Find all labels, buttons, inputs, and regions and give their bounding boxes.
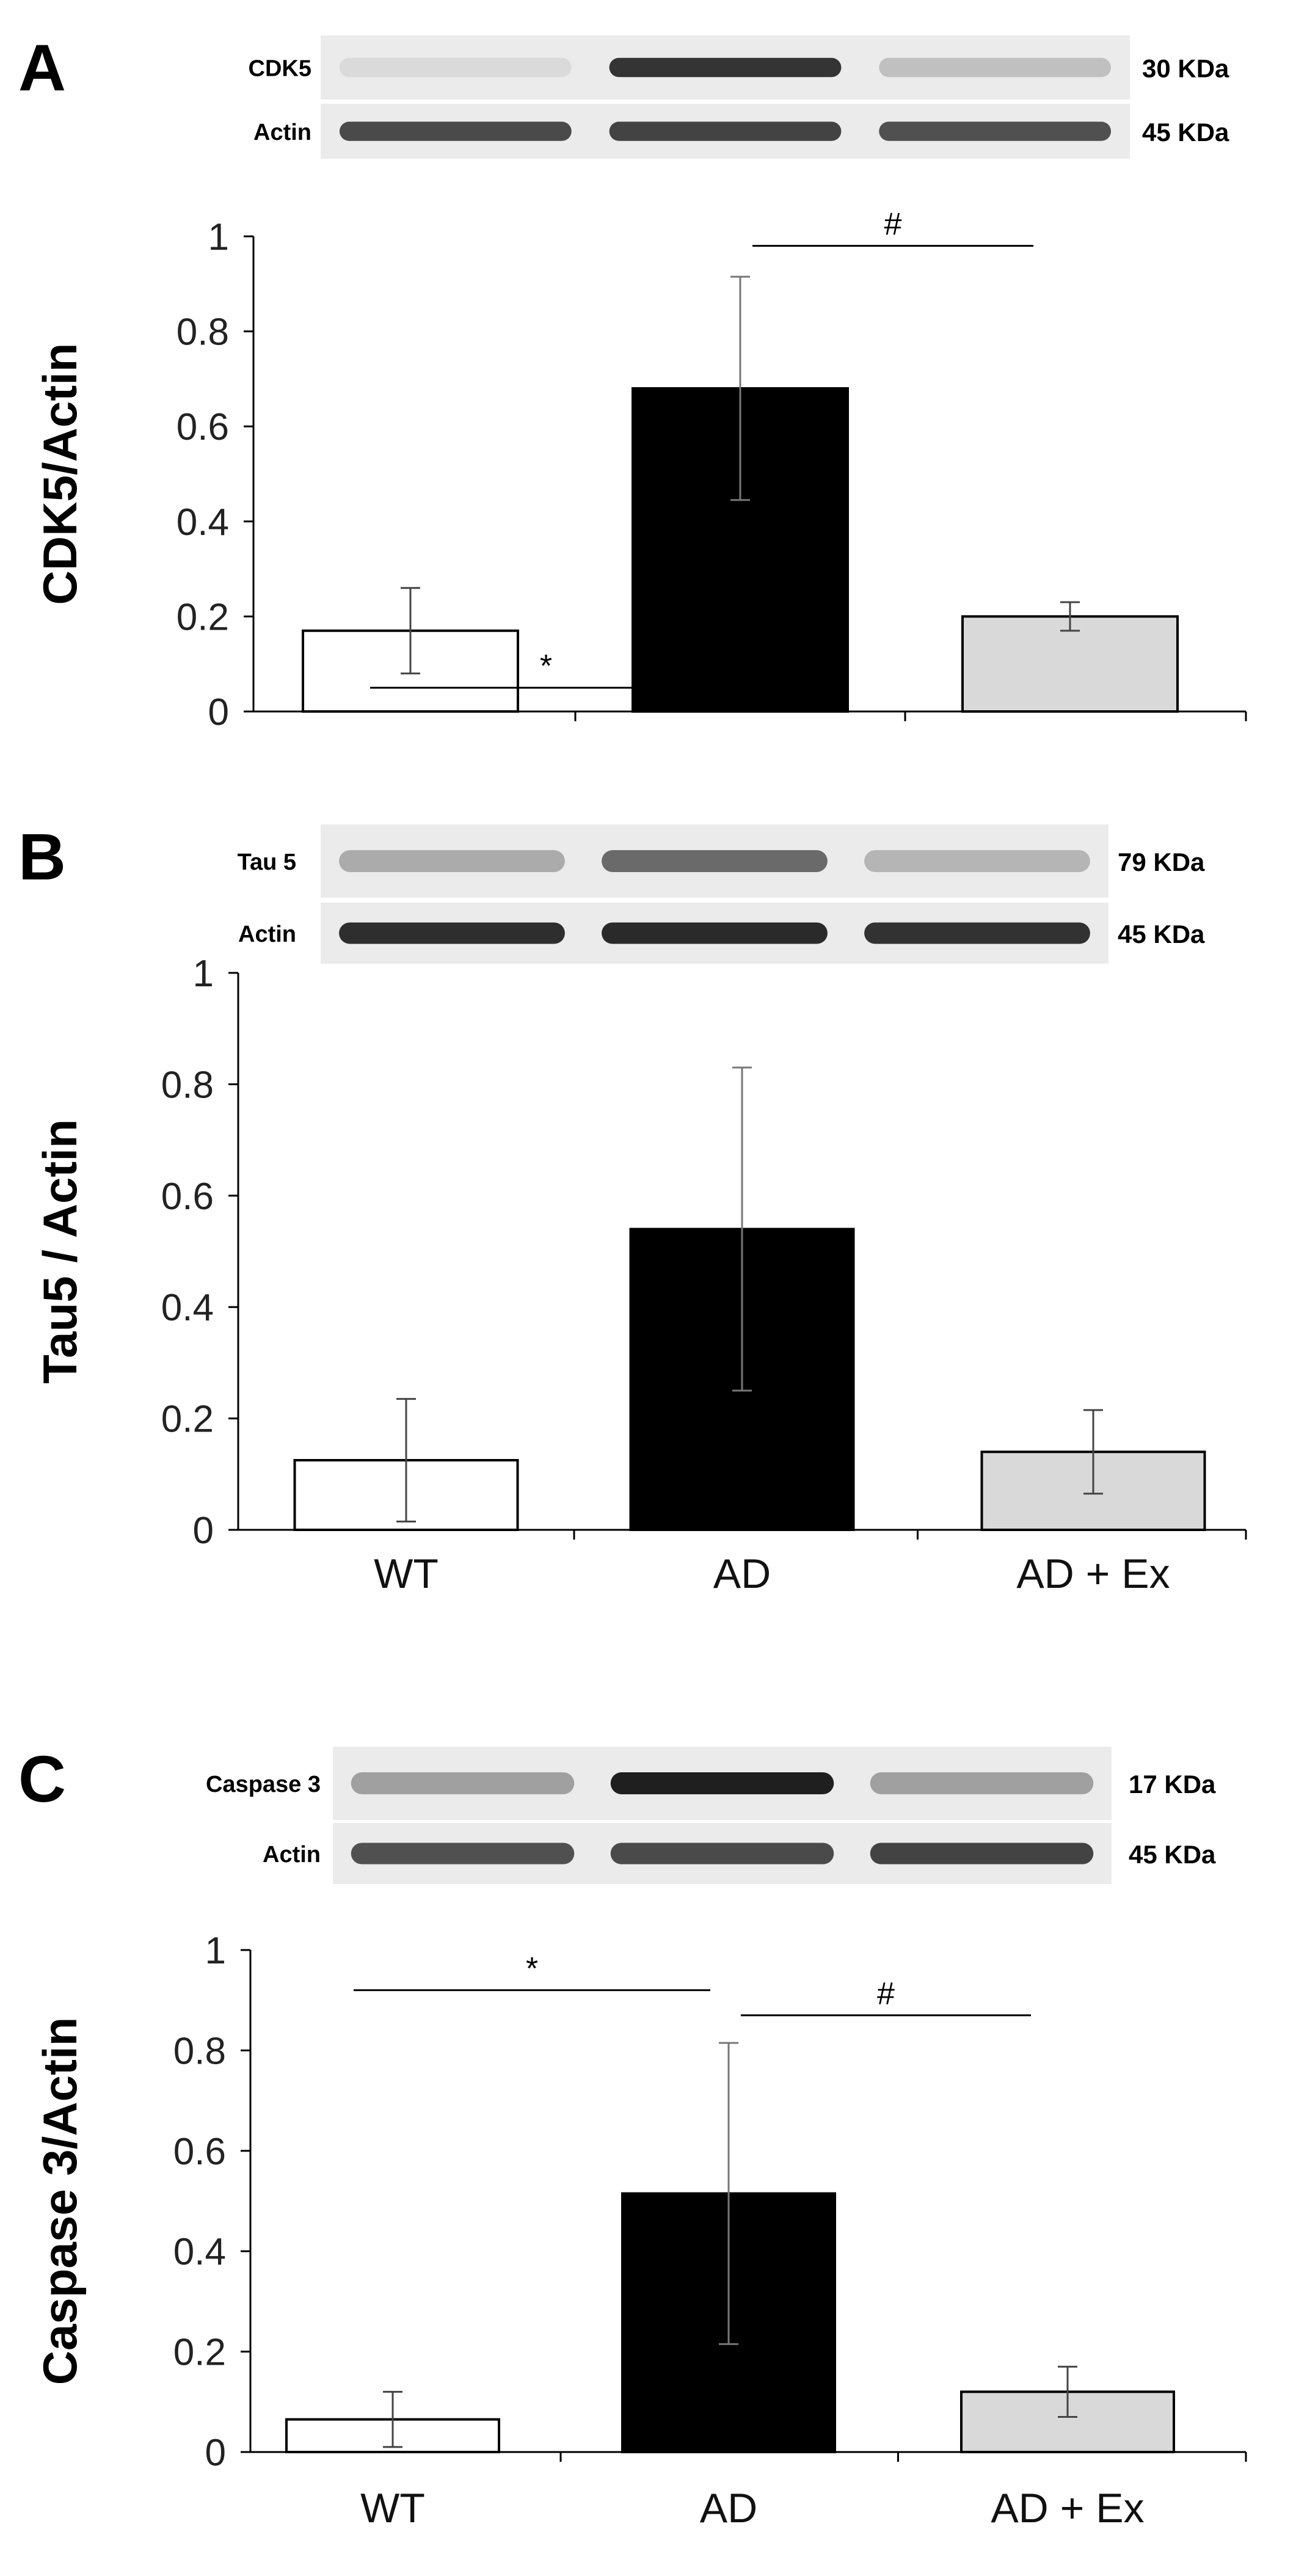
- panel-letter: B: [18, 820, 66, 893]
- x-tick-label: AD: [713, 1551, 771, 1597]
- panel-b: B Tau 5 79 KDa Actin 45 KDa 0 0.2 0.4 0.6 0.8 1 Tau…: [18, 820, 1247, 1597]
- y-axis-label: Tau5 / Actin: [33, 1119, 87, 1383]
- y-tick-label: 0: [208, 691, 229, 733]
- x-tick-label: WT: [360, 2485, 425, 2531]
- blot-band: [609, 57, 842, 78]
- significance-marker: *: [540, 649, 552, 684]
- blot-band: [870, 1843, 1094, 1865]
- blot-band: [602, 922, 828, 944]
- y-axis-label: CDK5/Actin: [33, 343, 87, 605]
- y-tick-label: 0.2: [161, 1399, 214, 1441]
- blot-label: CDK5: [249, 56, 311, 82]
- blot-band: [879, 57, 1112, 78]
- blot-band: [864, 922, 1090, 944]
- y-tick-label: 0.2: [177, 596, 229, 638]
- blot-band: [339, 850, 565, 872]
- y-tick-label: 0.8: [177, 311, 229, 354]
- y-axis-label: Caspase 3/Actin: [33, 2017, 87, 2385]
- significance-marker: *: [526, 1951, 538, 1987]
- y-tick-label: 0: [193, 1510, 214, 1552]
- y-tick-label: 0.6: [177, 406, 229, 448]
- blot-label: Actin: [263, 1842, 321, 1868]
- bar-chart: 0 0.2 0.4 0.6 0.8 1 Tau5 / Actin WT AD AD + Ex: [33, 953, 1247, 1597]
- molecular-weight: 17 KDa: [1129, 1770, 1216, 1799]
- y-tick-label: 0.4: [161, 1287, 214, 1329]
- y-tick-label: 1: [193, 953, 214, 995]
- x-tick-label: AD: [700, 2485, 757, 2531]
- blot-label: Caspase 3: [206, 1772, 321, 1797]
- blot-band: [339, 922, 565, 944]
- blot-band: [339, 57, 572, 78]
- molecular-weight: 45 KDa: [1118, 920, 1205, 948]
- blot-band: [351, 1772, 575, 1794]
- panel-letter: C: [18, 1742, 66, 1816]
- y-tick-label: 0.4: [173, 2231, 226, 2273]
- blot-band: [610, 1772, 834, 1794]
- blot-label: Tau 5: [238, 850, 296, 875]
- panel-letter: A: [18, 31, 66, 104]
- x-tick-label: AD + Ex: [991, 2485, 1144, 2531]
- y-tick-label: 0.6: [161, 1176, 214, 1218]
- blot-band: [609, 122, 842, 141]
- blot-band: [870, 1772, 1094, 1794]
- blot-band: [879, 122, 1112, 141]
- western-blot: Tau 5 79 KDa Actin 45 KDa: [238, 824, 1205, 964]
- blot-band: [864, 850, 1090, 872]
- blot-band: [610, 1843, 834, 1865]
- western-blot: Caspase 3 17 KDa Actin 45 KDa: [206, 1747, 1216, 1884]
- x-tick-label: WT: [374, 1551, 439, 1597]
- panel-a: A CDK5 30 KDa Actin 45 KDa 0 0.2 0.4 0.6 0.8 1 CDK5…: [18, 31, 1247, 733]
- y-tick-label: 1: [205, 1930, 226, 1972]
- panel-c: C Caspase 3 17 KDa Actin 45 KDa 0 0.2 0.4 0.6 0.8…: [18, 1742, 1247, 2531]
- y-tick-label: 0.2: [173, 2332, 226, 2374]
- molecular-weight: 79 KDa: [1118, 848, 1205, 876]
- molecular-weight: 45 KDa: [1129, 1840, 1216, 1869]
- y-tick-label: 0.4: [177, 501, 229, 544]
- y-tick-label: 0.8: [161, 1064, 214, 1106]
- western-blot: CDK5 30 KDa Actin 45 KDa: [249, 35, 1229, 159]
- bar-chart: 0 0.2 0.4 0.6 0.8 1 CDK5/Actin * #: [33, 207, 1247, 733]
- blot-label: Actin: [253, 120, 311, 145]
- significance-marker: #: [884, 207, 902, 242]
- y-tick-label: 0: [205, 2432, 226, 2474]
- molecular-weight: 45 KDa: [1142, 118, 1229, 147]
- blot-label: Actin: [238, 922, 296, 947]
- molecular-weight: 30 KDa: [1142, 54, 1229, 83]
- bar-ad-ex: [961, 615, 1179, 713]
- significance-marker: #: [877, 1976, 895, 2012]
- blot-band: [602, 850, 828, 872]
- blot-band: [339, 122, 572, 141]
- blot-band: [351, 1843, 575, 1865]
- bar-chart: 0 0.2 0.4 0.6 0.8 1 Caspase 3/Actin WT AD AD + Ex…: [33, 1930, 1247, 2531]
- y-tick-label: 0.8: [173, 2030, 226, 2072]
- y-tick-label: 0.6: [173, 2131, 226, 2173]
- x-tick-label: AD + Ex: [1016, 1551, 1170, 1597]
- y-tick-label: 1: [208, 216, 229, 258]
